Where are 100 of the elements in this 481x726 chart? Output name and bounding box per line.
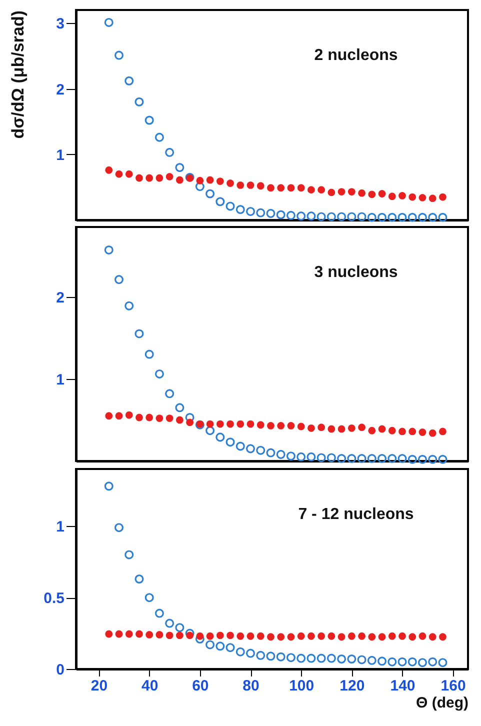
point [316,453,326,462]
annotation: 7 - 12 nucleons [298,506,414,523]
point [388,632,396,640]
point [226,643,235,652]
point [236,442,245,451]
point [104,245,114,254]
point [428,633,436,641]
point [165,618,174,628]
y-tick-label: 1 [56,518,64,536]
point [398,428,406,436]
point [428,212,438,222]
point [154,369,164,378]
y-tick-label: 0 [56,662,64,678]
point [296,654,306,663]
point [246,648,256,658]
point [358,632,366,640]
point [307,632,315,640]
point [195,182,204,192]
point [115,630,123,638]
point [165,389,174,398]
point [176,176,184,184]
y-tick-label: 2 [56,81,64,98]
point [388,657,397,666]
point [186,418,194,426]
point [378,190,386,198]
point [368,633,376,641]
point [206,426,215,436]
point [246,182,254,189]
point [226,632,234,640]
point [348,632,356,640]
point [337,654,346,664]
point [105,166,113,174]
point [418,212,427,222]
point [246,206,256,216]
point [408,633,416,641]
point [166,172,174,180]
point [236,182,244,189]
point [388,426,396,434]
point [246,632,254,640]
point [316,654,326,663]
point [125,411,133,419]
point [276,210,286,220]
point [146,174,154,182]
point [439,633,446,641]
point [216,420,224,428]
point [104,18,114,27]
point [297,422,305,430]
point [236,647,245,656]
point [246,420,254,428]
x-tick-label: 100 [289,678,314,694]
point [176,416,184,424]
point [296,452,306,462]
point [206,189,215,198]
point [266,208,276,218]
point [438,454,448,464]
point [367,212,376,222]
point [266,652,276,661]
point [256,650,266,660]
point [307,424,315,432]
point [256,446,266,455]
point [338,188,346,196]
point [338,633,346,641]
point [236,632,244,640]
point [196,632,204,640]
point [428,429,436,437]
point [256,208,266,218]
x-tick-label: 160 [440,678,466,694]
point [306,654,316,663]
point [418,428,426,436]
point [418,632,426,640]
point [357,454,366,464]
point [216,642,225,651]
point [388,192,396,200]
point [347,654,356,664]
point [256,182,264,190]
point [378,656,387,666]
point [318,186,326,194]
point [125,170,133,178]
point [337,212,346,222]
point [398,657,407,666]
point [408,193,416,201]
point [418,194,426,202]
point [166,414,174,422]
y-tick-label: 3 [56,16,64,33]
point [328,425,336,433]
point [115,412,123,420]
point [328,632,336,640]
point [216,432,225,442]
point [438,658,448,668]
annotation: 2 nucleons [314,47,398,64]
point [287,633,295,641]
point [206,176,214,184]
point [326,212,336,222]
point [318,632,326,640]
point [418,454,427,464]
point [226,438,235,447]
point [206,632,214,640]
point [368,426,376,434]
point [136,630,143,638]
point [105,630,113,638]
